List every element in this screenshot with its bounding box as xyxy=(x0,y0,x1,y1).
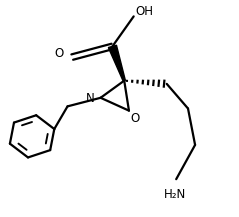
Polygon shape xyxy=(108,45,125,81)
Text: N: N xyxy=(86,92,94,105)
Text: O: O xyxy=(130,112,140,125)
Text: H₂N: H₂N xyxy=(164,188,186,201)
Text: O: O xyxy=(55,47,64,60)
Text: OH: OH xyxy=(135,5,153,18)
